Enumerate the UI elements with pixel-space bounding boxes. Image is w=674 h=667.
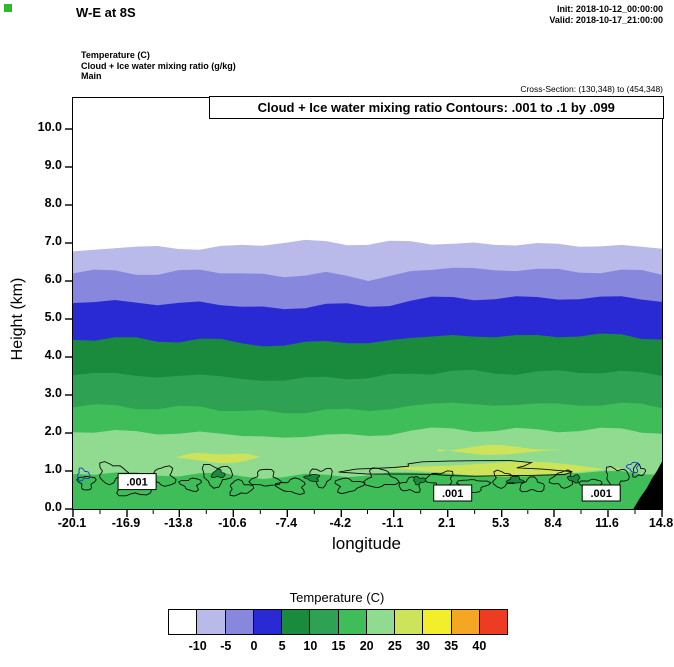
cloud-contour xyxy=(519,476,545,493)
colorbar-tick-label: 25 xyxy=(387,639,402,653)
colorbar-tick-label: 5 xyxy=(278,639,286,653)
cloud-label-text: .001 xyxy=(590,488,611,500)
colorbar xyxy=(168,609,508,635)
cloud-contour xyxy=(605,465,630,490)
cloud-contour xyxy=(632,463,647,478)
cloud-contour xyxy=(338,460,573,477)
x-tick-label: 14.8 xyxy=(648,516,674,530)
colorbar-cell xyxy=(451,610,480,634)
cloud-contour xyxy=(99,461,130,486)
colorbar-tick-label: 35 xyxy=(444,639,459,653)
cloud-contour xyxy=(201,463,234,489)
x-tick-label: 5.3 xyxy=(491,516,510,530)
field-temperature: Temperature (C) xyxy=(81,50,150,60)
x-axis-label: longitude xyxy=(331,534,401,553)
field-cloud-ice: Cloud + Ice water mixing ratio (g/kg) xyxy=(81,60,236,71)
x-tick-label: -7.4 xyxy=(275,516,298,530)
cloud-contour-inner xyxy=(413,476,426,486)
field-list: Temperature (C) Cloud + Ice water mixing… xyxy=(81,50,236,82)
init-valid-block: Init: 2018-10-12_00:00:00 Valid: 2018-10… xyxy=(549,4,663,25)
cloud-contour xyxy=(275,477,306,495)
y-tick-label: 6.0 xyxy=(44,272,62,286)
colorbar-cell xyxy=(395,610,424,634)
y-tick-label: 1.0 xyxy=(44,462,62,476)
colorbar-tick-label: 40 xyxy=(472,639,487,653)
cloud-label-text: .001 xyxy=(126,477,147,489)
cross-section-canvas: .001 .001 .001 xyxy=(65,128,663,517)
warm-layer-band xyxy=(386,461,620,477)
colorbar-cell xyxy=(479,610,507,634)
cloud-contour-blue xyxy=(626,461,640,474)
cloud-label-box xyxy=(117,473,157,491)
cloud-label-text: .001 xyxy=(442,488,463,500)
warm-layer-band xyxy=(437,444,565,455)
colorbar-tick-label: 30 xyxy=(416,639,430,653)
cloud-label-box xyxy=(581,484,621,502)
cloud-contour-blue xyxy=(77,467,91,482)
x-tick-label: -13.8 xyxy=(164,516,193,530)
y-tick-label: 2.0 xyxy=(44,424,62,438)
cloud-label-box xyxy=(433,484,473,502)
cloud-contour xyxy=(229,478,255,497)
cloud-contour xyxy=(363,467,401,489)
y-tick-label: 10.0 xyxy=(37,120,62,134)
colorbar-cell xyxy=(423,610,452,634)
colorbar-cell xyxy=(169,610,198,634)
x-tick-label: -4.2 xyxy=(329,516,352,530)
plot-area: .001 .001 .001 Cloud + Ice water mixing ra… xyxy=(65,96,664,517)
terrain-silhouette xyxy=(633,461,662,509)
colorbar-tick-label: 15 xyxy=(331,639,346,653)
colorbar-tick-label: -5 xyxy=(220,639,232,653)
y-tick-label: 7.0 xyxy=(44,234,62,248)
x-tick-label: -16.9 xyxy=(111,516,141,530)
x-tick-label: 8.4 xyxy=(544,516,562,530)
corner-mark xyxy=(4,4,12,12)
x-tick-label: -20.1 xyxy=(57,516,87,530)
x-tick-label: -10.6 xyxy=(218,516,247,530)
warm-layer-band xyxy=(175,453,261,464)
y-tick-label: 3.0 xyxy=(44,386,62,400)
y-tick-label: 4.0 xyxy=(44,348,62,362)
cloud-contour xyxy=(334,477,366,495)
colorbar-tick-label: 10 xyxy=(303,639,318,653)
y-tick-label: 0.0 xyxy=(44,500,62,514)
y-tick-label: 8.0 xyxy=(44,196,62,210)
colorbar-cell xyxy=(282,610,311,634)
y-tick-label: 5.0 xyxy=(44,310,62,324)
page-title: W-E at 8S xyxy=(76,5,136,20)
colorbar-tick-label: -10 xyxy=(188,639,207,653)
x-tick-label: 2.1 xyxy=(437,516,456,530)
cloud-contour xyxy=(178,477,203,492)
colorbar-cell xyxy=(197,610,226,634)
colorbar-tick-label: 0 xyxy=(250,639,258,653)
cloud-contour-inner xyxy=(210,468,226,479)
x-tick-label: -1.1 xyxy=(381,516,404,530)
field-main: Main xyxy=(81,71,102,81)
contour-info-banner: Cloud + Ice water mixing ratio Contours:… xyxy=(209,96,664,120)
valid-label: Valid: 2018-10-17_21:00:00 xyxy=(549,14,663,25)
cloud-contour xyxy=(548,469,573,489)
colorbar-tick-label: 20 xyxy=(359,639,374,653)
colorbar-cell xyxy=(310,610,339,634)
cloud-contour-inner xyxy=(303,474,321,483)
cloud-contour xyxy=(492,469,518,489)
y-tick-label: 9.0 xyxy=(44,158,62,172)
colorbar-title: Temperature (C) xyxy=(289,590,385,605)
cloud-contour-inner xyxy=(566,474,581,484)
cloud-contour xyxy=(248,468,282,487)
colorbar-cell xyxy=(253,610,282,634)
colorbar-cell xyxy=(225,610,254,634)
cloud-contour-inner xyxy=(505,475,525,484)
x-tick-label: 11.6 xyxy=(595,516,619,530)
colorbar-cell xyxy=(366,610,395,634)
init-label: Init: 2018-10-12_00:00:00 xyxy=(556,4,663,14)
colorbar-cell xyxy=(338,610,367,634)
cross-section-label: Cross-Section: (130,348) to (454,348) xyxy=(520,84,663,94)
